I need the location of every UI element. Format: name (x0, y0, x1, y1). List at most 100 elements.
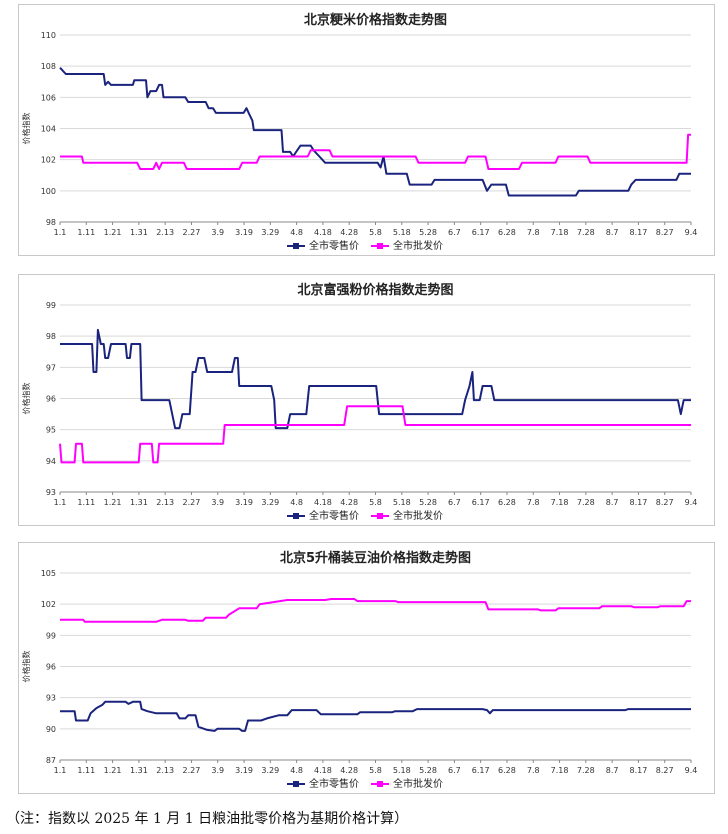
x-tick-label: 3.9 (211, 766, 224, 775)
x-tick-label: 2.13 (156, 228, 174, 237)
y-tick-label: 108 (41, 62, 56, 71)
x-tick-label: 7.28 (577, 498, 595, 507)
x-tick-label: 1.1 (54, 498, 67, 507)
x-tick-label: 5.18 (393, 228, 411, 237)
series-line-retail (60, 328, 691, 430)
legend-marker (293, 513, 299, 519)
x-tick-label: 3.19 (235, 228, 253, 237)
chart-svg-rice: 北京粳米价格指数走势图 98 100 102 104 106 108 110 1.1 1.11 1.… (21, 12, 698, 252)
x-tick-label: 2.27 (183, 498, 201, 507)
y-tick-label: 102 (41, 600, 56, 609)
x-tick-label: 1.21 (104, 766, 122, 775)
legend-label: 全市批发价 (393, 239, 443, 252)
y-tick-label: 102 (41, 156, 56, 165)
x-tick-label: 8.7 (606, 498, 619, 507)
x-tick-label: 3.19 (235, 498, 253, 507)
x-tick-label: 6.28 (498, 498, 516, 507)
y-tick-label: 110 (41, 31, 56, 40)
chart-panel-flour: 北京富强粉价格指数走势图 93 94 95 96 97 98 99 1.1 1.11 1.21 1.3… (18, 274, 715, 526)
x-tick-label: 4.28 (340, 228, 358, 237)
y-tick-label: 99 (46, 301, 56, 310)
x-tick-label: 1.31 (130, 228, 148, 237)
x-tick-label: 8.27 (656, 498, 674, 507)
y-tick-label: 105 (41, 569, 56, 578)
x-tick-label: 8.27 (656, 766, 674, 775)
x-tick-label: 6.7 (448, 766, 461, 775)
y-tick-label: 96 (46, 663, 56, 672)
x-tick-label: 1.11 (77, 228, 95, 237)
legend-label: 全市零售价 (309, 239, 359, 252)
x-tick-label: 4.8 (290, 766, 303, 775)
x-tick-label: 4.18 (314, 766, 332, 775)
x-tick-label: 1.31 (130, 498, 148, 507)
legend-label: 全市批发价 (393, 509, 443, 522)
x-tick-label: 1.1 (54, 228, 67, 237)
x-tick-label: 9.4 (685, 228, 698, 237)
x-tick-label: 7.18 (551, 498, 569, 507)
x-tick-label: 3.29 (261, 228, 279, 237)
x-tick-label: 4.28 (340, 766, 358, 775)
x-tick-label: 9.4 (685, 766, 698, 775)
x-tick-label: 1.21 (104, 228, 122, 237)
x-tick-label: 9.4 (685, 498, 698, 507)
chart-title: 北京5升桶装豆油价格指数走势图 (280, 550, 471, 566)
x-tick-label: 3.29 (261, 766, 279, 775)
legend-label: 全市批发价 (393, 777, 443, 790)
x-tick-label: 6.28 (498, 766, 516, 775)
y-tick-label: 106 (41, 93, 56, 102)
x-tick-label: 5.8 (369, 498, 382, 507)
series-line-wholesale (60, 598, 691, 623)
x-tick-label: 5.28 (419, 766, 437, 775)
x-tick-label: 6.7 (448, 498, 461, 507)
y-tick-label: 98 (46, 218, 56, 227)
x-tick-label: 2.13 (156, 766, 174, 775)
x-tick-label: 2.27 (183, 228, 201, 237)
x-tick-label: 3.9 (211, 498, 224, 507)
chart-title: 北京粳米价格指数走势图 (304, 12, 447, 28)
y-tick-label: 104 (41, 125, 56, 134)
x-tick-label: 7.8 (527, 766, 540, 775)
x-tick-label: 1.1 (54, 766, 67, 775)
x-tick-label: 5.28 (419, 228, 437, 237)
series-line-wholesale (60, 133, 691, 170)
legend-marker (293, 781, 299, 787)
footnote: （注：指数以 2025 年 1 月 1 日粮油批零价格为基期价格计算） (6, 811, 409, 827)
x-tick-label: 1.21 (104, 498, 122, 507)
x-tick-label: 5.18 (393, 498, 411, 507)
x-tick-label: 4.18 (314, 228, 332, 237)
y-tick-label: 95 (46, 426, 56, 435)
series-line-retail (59, 67, 691, 197)
y-tick-label: 97 (46, 363, 56, 372)
x-tick-label: 5.18 (393, 766, 411, 775)
chart-title: 北京富强粉价格指数走势图 (297, 282, 453, 298)
y-tick-label: 94 (46, 457, 56, 466)
y-axis-label: 价格指数 (21, 651, 31, 683)
x-tick-label: 3.29 (261, 498, 279, 507)
x-tick-label: 5.28 (419, 498, 437, 507)
x-tick-label: 7.18 (551, 228, 569, 237)
legend-marker (293, 243, 299, 249)
y-tick-label: 99 (46, 631, 56, 640)
x-tick-label: 6.17 (472, 766, 490, 775)
x-tick-label: 4.8 (290, 228, 303, 237)
x-tick-label: 2.27 (183, 766, 201, 775)
y-tick-label: 90 (46, 725, 56, 734)
y-tick-label: 93 (46, 694, 56, 703)
x-tick-label: 7.8 (527, 498, 540, 507)
chart-panel-soybean-oil: 北京5升桶装豆油价格指数走势图 87 90 93 96 99 102 105 1.1 1.11 1.… (18, 542, 715, 794)
x-tick-label: 8.27 (656, 228, 674, 237)
x-tick-label: 5.8 (369, 766, 382, 775)
x-tick-label: 4.28 (340, 498, 358, 507)
x-tick-label: 8.17 (630, 228, 648, 237)
x-tick-label: 5.8 (369, 228, 382, 237)
y-axis-label: 价格指数 (21, 113, 31, 145)
x-tick-label: 1.11 (77, 498, 95, 507)
x-tick-label: 1.11 (77, 766, 95, 775)
x-tick-label: 6.17 (472, 228, 490, 237)
y-tick-label: 93 (46, 488, 56, 497)
x-tick-label: 6.7 (448, 228, 461, 237)
x-tick-label: 8.17 (630, 498, 648, 507)
x-tick-label: 7.28 (577, 766, 595, 775)
series-line-wholesale (59, 405, 691, 464)
legend-marker (377, 513, 383, 519)
